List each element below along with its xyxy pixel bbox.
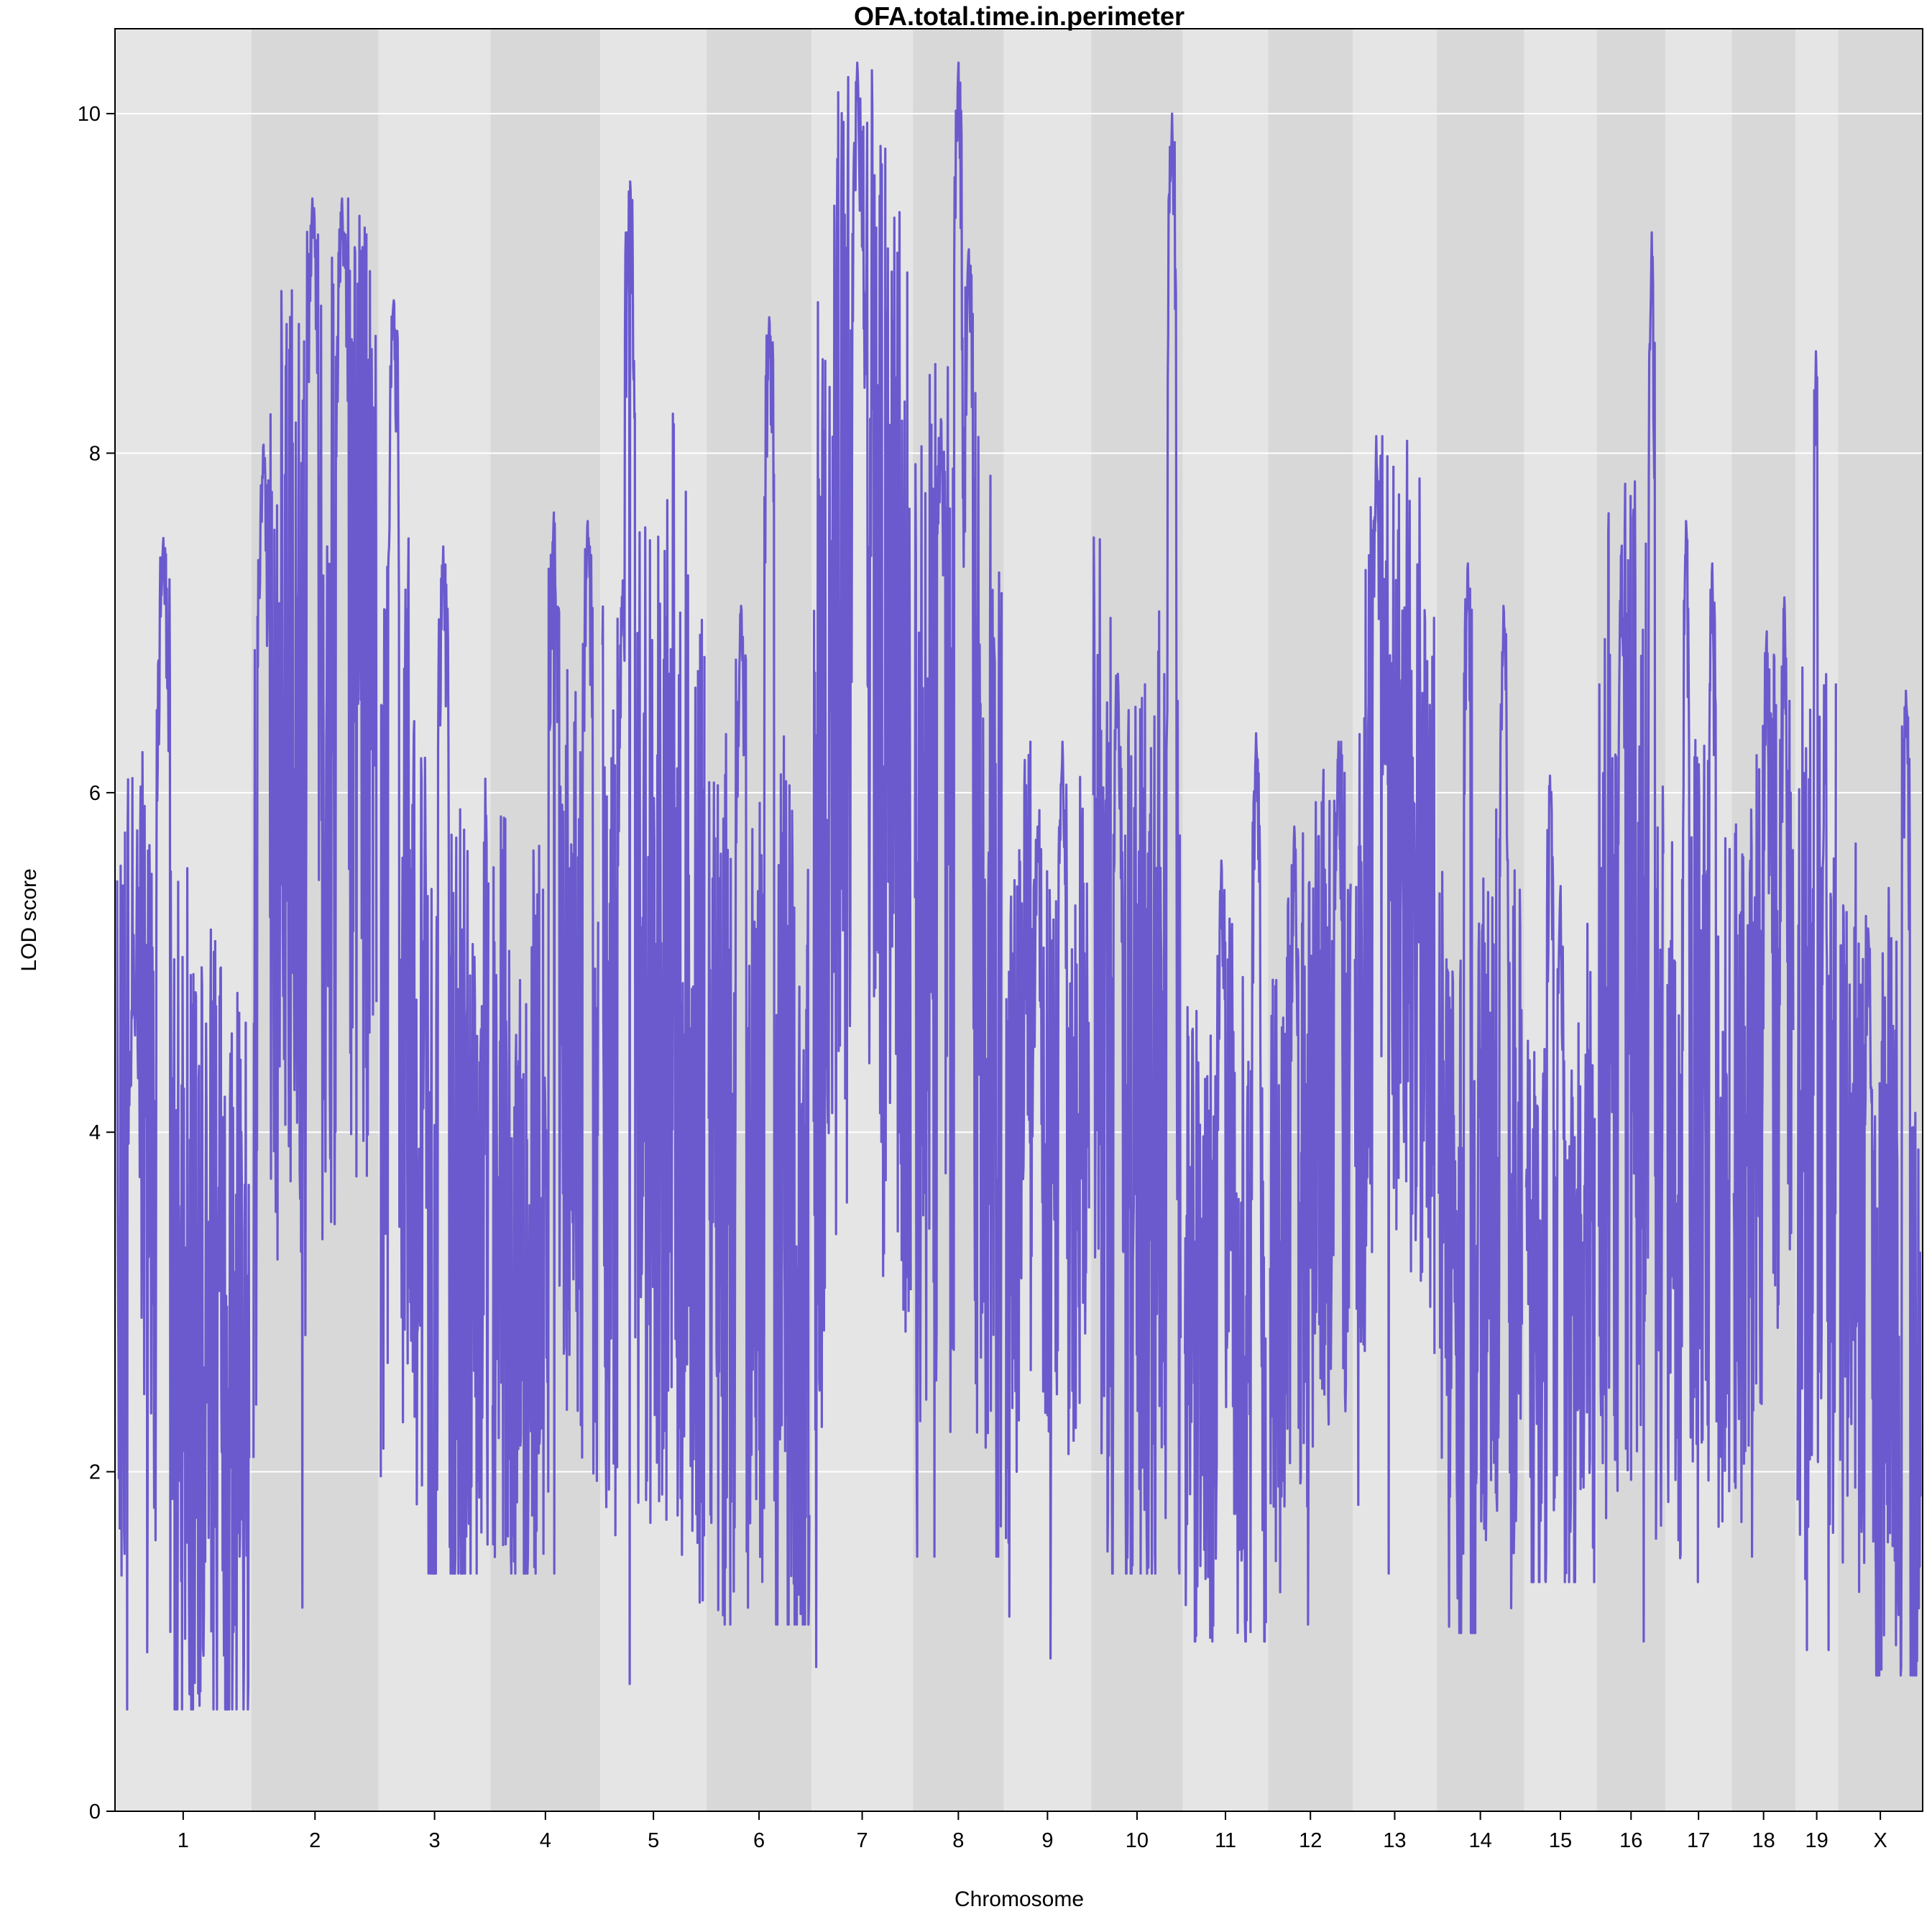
- y-tick-label: 0: [89, 1800, 101, 1823]
- lod-trace-chr-4: [491, 511, 599, 1575]
- lod-trace-chr-1: [116, 537, 251, 1711]
- y-axis-label: LOD score: [17, 868, 41, 971]
- x-tick-label: 17: [1687, 1829, 1710, 1852]
- lod-trace-chr-16: [1598, 231, 1665, 1643]
- x-tick-label: 19: [1805, 1829, 1828, 1852]
- lod-trace-chr-6: [707, 316, 811, 1626]
- lod-trace-chr-5: [601, 180, 706, 1685]
- lod-trace-chr-17: [1666, 520, 1731, 1583]
- x-axis-label: Chromosome: [954, 1887, 1084, 1911]
- x-tick-label: 14: [1468, 1829, 1491, 1852]
- lod-trace-chr-19: [1796, 350, 1837, 1652]
- lod-trace-chr-3: [380, 299, 490, 1575]
- chart-title: OFA.total.time.in.perimeter: [854, 1, 1184, 31]
- lod-trace-chr-14: [1438, 562, 1523, 1634]
- x-tick-label: 18: [1752, 1829, 1775, 1852]
- lod-trace-chr-7: [812, 61, 912, 1668]
- plot-frame: [114, 28, 1923, 1812]
- x-tick-label: 3: [429, 1829, 441, 1852]
- x-tick-label: 5: [648, 1829, 659, 1852]
- lod-trace-chr-X: [1839, 689, 1922, 1677]
- x-tick-label: 6: [753, 1829, 765, 1852]
- x-tick-label: 11: [1215, 1829, 1236, 1852]
- lod-trace-chr-10: [1092, 112, 1182, 1575]
- lod-trace-chr-15: [1524, 774, 1596, 1583]
- y-tick-label: 4: [89, 1121, 101, 1144]
- lod-trace-chr-9: [1005, 740, 1090, 1660]
- x-tick-label: 1: [178, 1829, 189, 1852]
- lod-traces: [116, 61, 1922, 1711]
- x-axis: 1 2 3 4 5 6 7 8 9 10 11 12 13 14 15 16 17 18 19 X: [178, 1811, 1887, 1852]
- x-tick-label: 7: [856, 1829, 868, 1852]
- lod-trace-chr-2: [252, 197, 378, 1609]
- x-tick-label: 13: [1383, 1829, 1406, 1852]
- x-tick-label: 15: [1549, 1829, 1572, 1852]
- lod-trace-chr-13: [1353, 435, 1436, 1575]
- lod-trace-chr-18: [1732, 596, 1795, 1558]
- x-tick-label: 10: [1126, 1829, 1149, 1852]
- y-axis: 0 2 4 6 8 10: [78, 103, 115, 1823]
- y-tick-label: 10: [78, 103, 101, 126]
- x-tick-label: X: [1873, 1829, 1887, 1852]
- x-tick-label: 9: [1041, 1829, 1053, 1852]
- x-tick-label: 16: [1619, 1829, 1642, 1852]
- lod-trace-chr-12: [1269, 740, 1352, 1626]
- y-tick-label: 2: [89, 1461, 101, 1484]
- y-tick-label: 6: [89, 782, 101, 805]
- x-tick-label: 8: [952, 1829, 964, 1852]
- chromosome-band: [490, 29, 601, 1811]
- lod-trace-chr-11: [1184, 732, 1267, 1643]
- y-tick-label: 8: [89, 442, 101, 465]
- x-tick-label: 4: [540, 1829, 551, 1852]
- x-tick-label: 2: [309, 1829, 321, 1852]
- lod-trace-chr-8: [914, 61, 1003, 1558]
- x-tick-label: 12: [1299, 1829, 1322, 1852]
